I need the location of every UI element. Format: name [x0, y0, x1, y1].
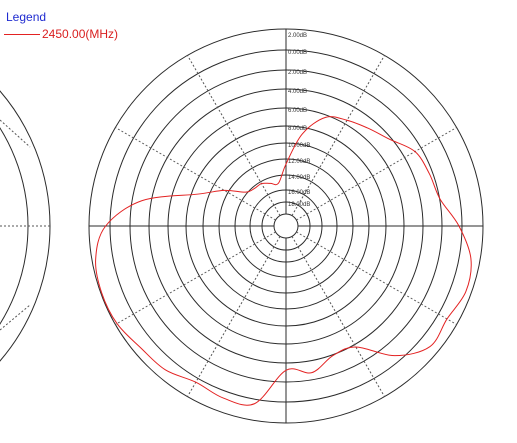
polar-center-circle: [273, 213, 299, 239]
adjacent-spoke: [0, 119, 31, 148]
radial-tick-label: 2.00dB: [288, 33, 307, 39]
polar-spoke-240: [115, 231, 276, 325]
legend-title: Legend: [6, 10, 47, 24]
radial-tick-label: 16.00dB: [288, 190, 310, 196]
radial-tick-label: 0.00dB: [288, 50, 307, 56]
polar-spoke-300: [115, 127, 276, 221]
polar-spokes: [89, 29, 483, 423]
radial-tick-label: 10.00dB: [288, 143, 310, 149]
adjacent-spoke: [0, 304, 31, 331]
radial-tick-label: 18.00dB: [288, 202, 310, 208]
legend-entry[interactable]: 2450.00(MHz): [4, 26, 118, 42]
radial-tick-labels: 2.00dB 0.00dB 2.00dB 4.00dB 6.00dB 8.00dB 10.0…: [288, 33, 310, 208]
radial-tick-label: 6.00dB: [288, 108, 307, 114]
polar-spoke-150: [291, 236, 385, 397]
radial-tick-label: 8.00dB: [288, 126, 307, 132]
polar-spoke-30: [291, 55, 385, 216]
legend-swatch: [4, 33, 40, 35]
polar-spoke-210: [187, 236, 281, 397]
adjacent-chart-partial: [0, 90, 51, 362]
polar-spoke-120: [296, 231, 457, 325]
radial-tick-label: 2.00dB: [288, 70, 307, 76]
radial-tick-label: 4.00dB: [288, 89, 307, 95]
radial-tick-label: 12.00dB: [288, 159, 310, 165]
legend-entry-label: 2450.00(MHz): [42, 27, 119, 41]
polar-spoke-60: [296, 127, 457, 221]
polar-spoke-330: [187, 55, 281, 216]
series-line-1: [95, 116, 472, 406]
radial-tick-label: 14.00dB: [288, 175, 310, 181]
series-layer: [95, 116, 472, 406]
